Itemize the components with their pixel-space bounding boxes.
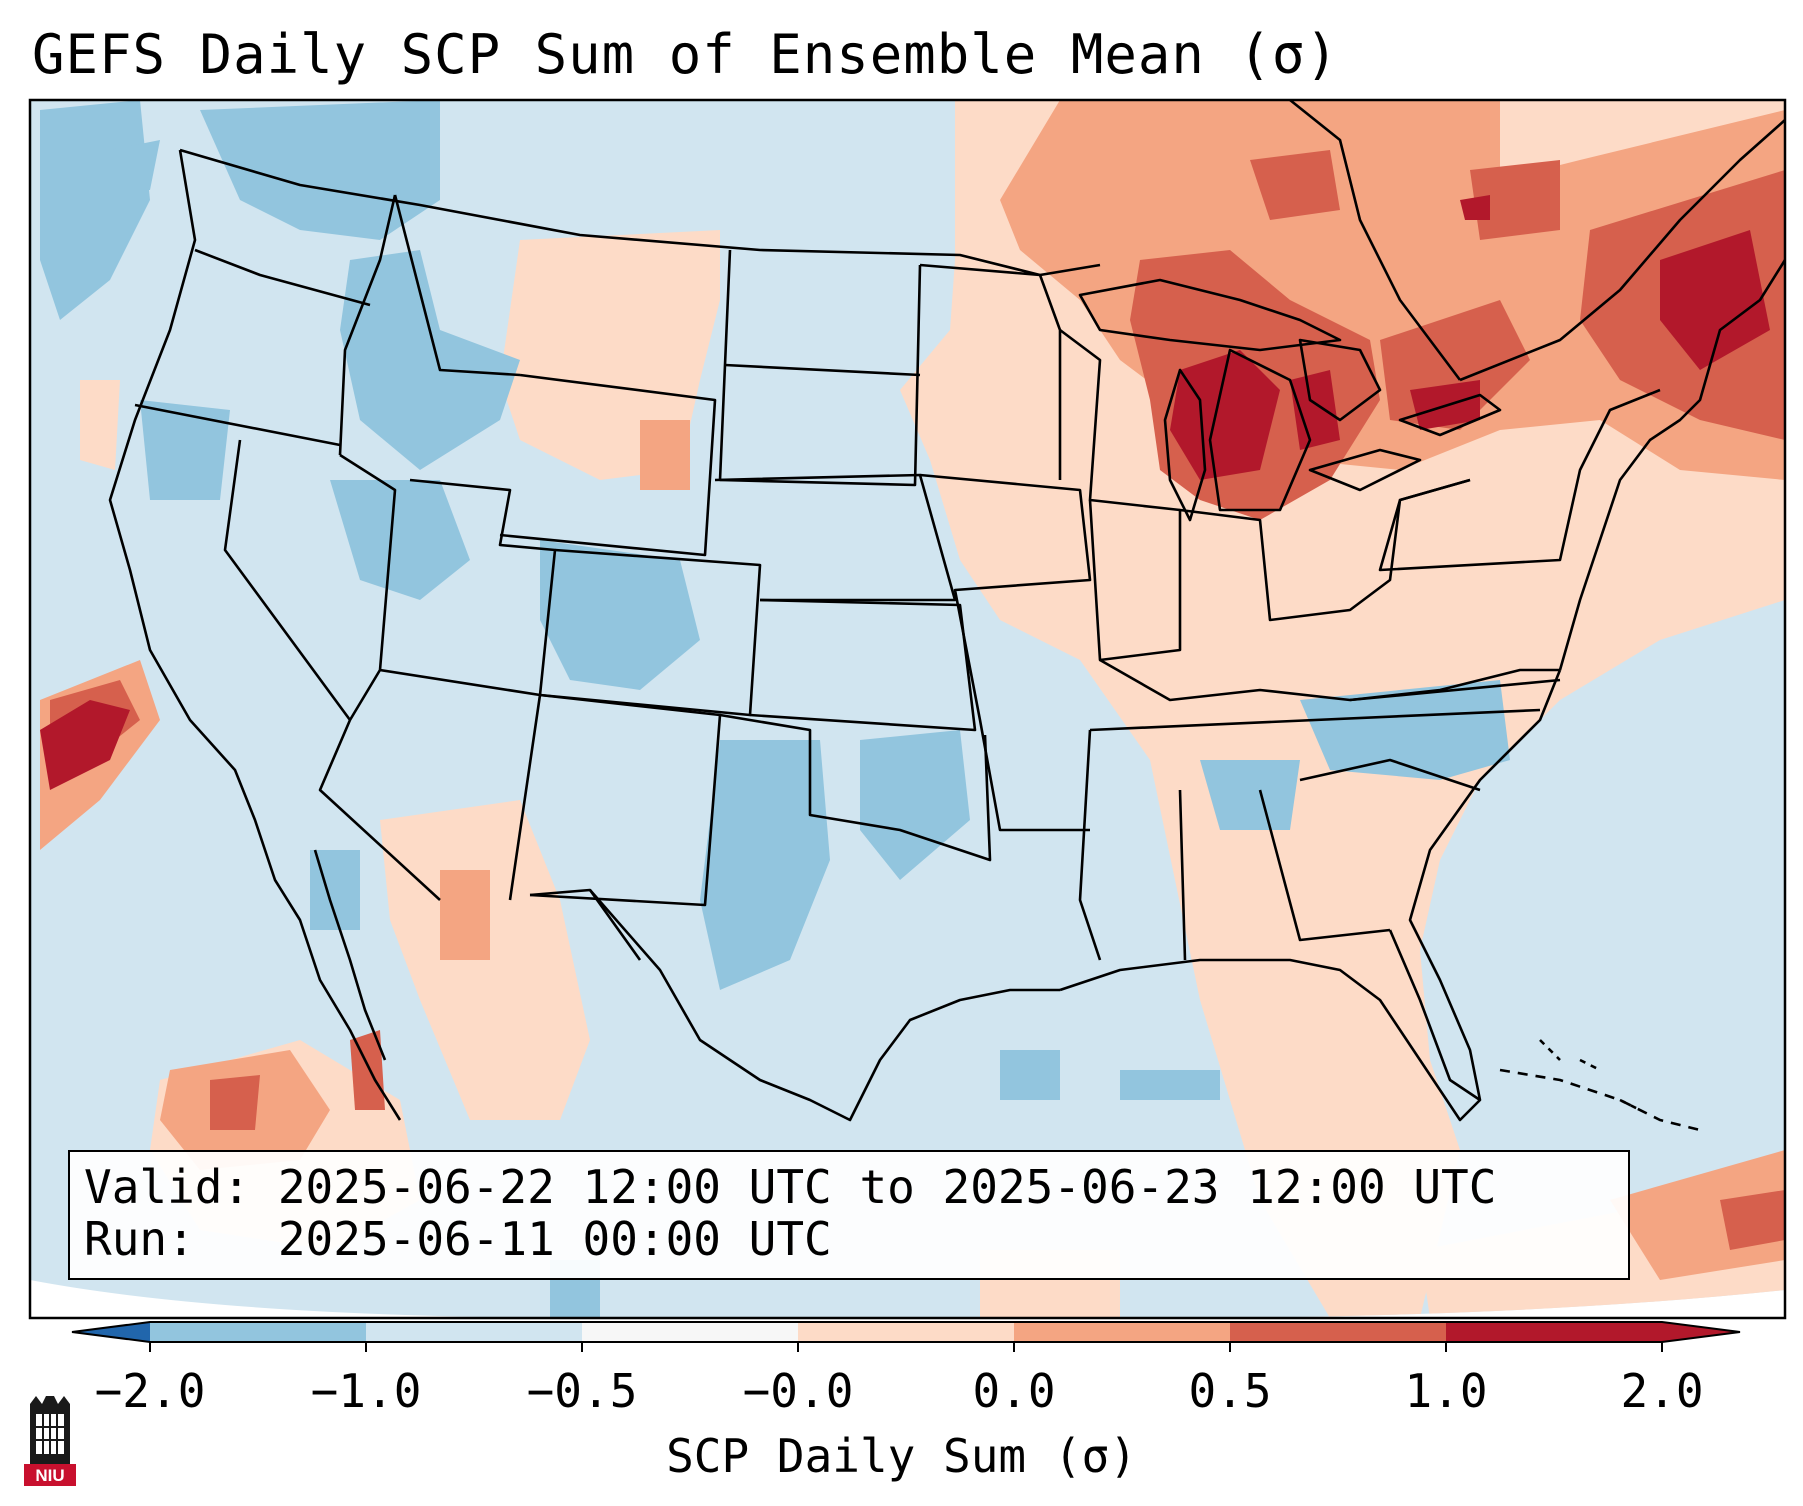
northeast-states bbox=[1378, 388, 1661, 572]
florida bbox=[1388, 929, 1481, 1102]
oklahoma-texas bbox=[719, 713, 992, 862]
ca-nv-border bbox=[223, 439, 352, 721]
valid-time-box: Valid: 2025-06-22 12:00 UTC to 2025-06-2… bbox=[68, 1150, 1630, 1280]
minnesota bbox=[919, 263, 1062, 480]
st-lawrence bbox=[1459, 119, 1786, 382]
texas-coast bbox=[589, 889, 1060, 1122]
colorbar-segment bbox=[1446, 1322, 1662, 1342]
baja-coast bbox=[313, 849, 387, 1061]
kansas bbox=[749, 598, 977, 732]
colorbar-tick-label: 0.5 bbox=[1188, 1364, 1272, 1418]
canada-north bbox=[1289, 98, 1462, 381]
montana-south bbox=[393, 194, 521, 377]
colorbar-segment bbox=[798, 1322, 1014, 1342]
colorbar-segment bbox=[1014, 1322, 1230, 1342]
colorado bbox=[539, 548, 762, 717]
logo-text: NIU bbox=[35, 1466, 64, 1485]
colorbar-tick-label: −1.0 bbox=[310, 1364, 422, 1418]
colorbar-label: SCP Daily Sum (σ) bbox=[666, 1429, 1137, 1483]
michigan-lp bbox=[1208, 348, 1312, 512]
colorbar-tick-label: 2.0 bbox=[1620, 1364, 1704, 1418]
cuba bbox=[1499, 1068, 1701, 1132]
colorbar-tick-label: 1.0 bbox=[1404, 1364, 1488, 1418]
or-ca-border bbox=[134, 403, 341, 447]
southeast-coast bbox=[1059, 669, 1562, 1122]
illinois-indiana-ohio bbox=[1088, 478, 1471, 662]
colorbar-segment bbox=[366, 1322, 582, 1342]
lake-superior bbox=[1078, 278, 1342, 352]
sd-nd-line bbox=[724, 363, 921, 377]
lake-huron bbox=[1298, 338, 1382, 422]
utah-box bbox=[409, 478, 557, 696]
colorbar-tick-label: −0.0 bbox=[742, 1364, 854, 1418]
bahamas bbox=[1539, 1039, 1641, 1112]
colorbar-segment bbox=[582, 1322, 798, 1342]
chart-title: GEFS Daily SCP Sum of Ensemble Mean (σ) bbox=[32, 23, 1339, 86]
colorbar-segment bbox=[150, 1322, 366, 1342]
lake-michigan bbox=[1163, 368, 1207, 522]
very-strong-positive-areas bbox=[40, 195, 1770, 790]
iowa-mo bbox=[919, 473, 1092, 832]
miss-al-ga bbox=[1078, 729, 1391, 961]
colorbar-segment bbox=[1230, 1322, 1446, 1342]
texas-west bbox=[529, 888, 642, 961]
colorbar-extend-high bbox=[1662, 1322, 1740, 1342]
map-frame bbox=[28, 98, 1787, 1320]
colorbar-extend-low bbox=[72, 1322, 150, 1342]
colorbar-tick-label: −2.0 bbox=[94, 1364, 206, 1418]
colorbar-ticks bbox=[149, 1342, 1663, 1352]
idaho-east bbox=[338, 194, 397, 456]
northeast-coast bbox=[1558, 259, 1787, 671]
virginia-carolinas bbox=[1299, 678, 1561, 792]
negative-areas bbox=[40, 100, 1510, 1318]
lake-erie bbox=[1308, 448, 1422, 492]
colorbar bbox=[71, 1321, 1741, 1352]
niu-logo: NIU bbox=[24, 1396, 76, 1486]
us-canada-border bbox=[179, 148, 1101, 277]
run-time-text: Run: 2025-06-11 00:00 UTC bbox=[84, 1212, 832, 1266]
new-mexico bbox=[529, 693, 722, 907]
lake-ontario bbox=[1398, 393, 1502, 437]
coastline-west bbox=[108, 149, 402, 1121]
wa-or-border bbox=[194, 248, 371, 307]
nebraska bbox=[714, 473, 957, 602]
wy-box bbox=[499, 373, 717, 557]
colorbar-tick-label: 0.0 bbox=[972, 1364, 1056, 1418]
valid-time-text: Valid: 2025-06-22 12:00 UTC to 2025-06-2… bbox=[84, 1160, 1497, 1214]
political-boundaries bbox=[108, 98, 1787, 1132]
nv-ut-az bbox=[318, 453, 441, 901]
colorbar-tick-label: −0.5 bbox=[526, 1364, 638, 1418]
map-field bbox=[30, 100, 1785, 1318]
tennessee-south bbox=[1089, 708, 1541, 732]
wisconsin-michigan bbox=[1059, 328, 1181, 512]
